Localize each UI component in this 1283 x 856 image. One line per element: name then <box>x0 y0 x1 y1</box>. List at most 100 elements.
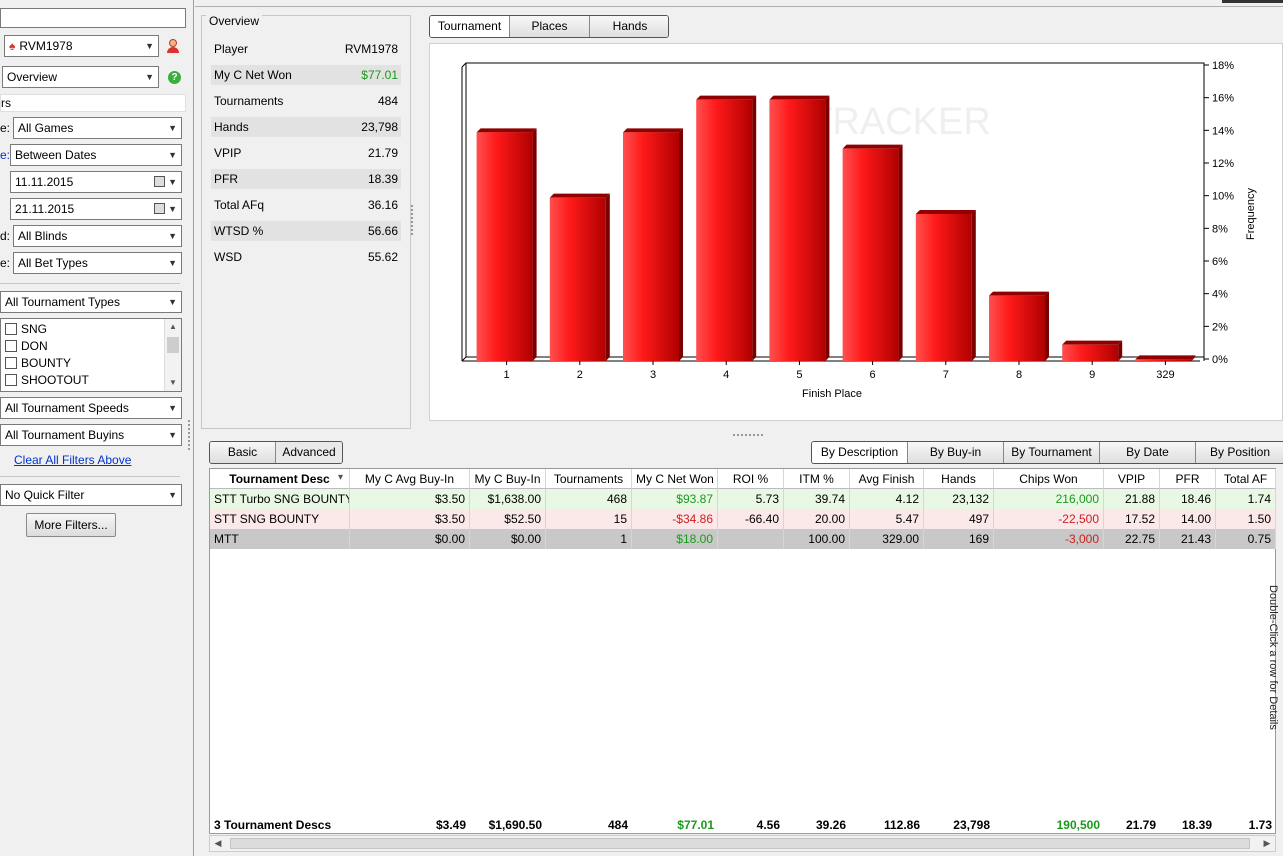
tab-by-buyin[interactable]: By Buy-in <box>908 442 1004 463</box>
column-header[interactable]: ITM % <box>784 469 850 489</box>
date-filter-select[interactable]: Between Dates ▼ <box>10 144 182 166</box>
date-to-field[interactable]: 21.11.2015 ▼ <box>10 198 182 220</box>
filter-label: e: <box>0 256 10 270</box>
game-filter-select[interactable]: All Games ▼ <box>13 117 182 139</box>
total-cell: 4.56 <box>756 818 780 832</box>
tab-by-position[interactable]: By Position <box>1196 442 1283 463</box>
x-tick-label: 5 <box>796 369 802 381</box>
y-tick-label: 8% <box>1212 223 1228 235</box>
x-tick-label: 6 <box>870 369 876 381</box>
table-cell: MTT <box>210 529 350 549</box>
more-filters-button[interactable]: More Filters... <box>26 513 116 537</box>
chevron-down-icon: ▼ <box>168 430 177 440</box>
list-item-label: DON <box>21 339 48 353</box>
checkbox[interactable] <box>5 340 17 352</box>
overview-splitter[interactable] <box>411 205 415 235</box>
column-header[interactable]: My C Buy-In <box>470 469 546 489</box>
checkbox[interactable] <box>5 323 17 335</box>
scroll-right-icon[interactable]: ▶ <box>1263 838 1271 848</box>
x-tick-label: 9 <box>1089 369 1095 381</box>
bet-type-filter-value: All Bet Types <box>18 256 88 270</box>
bar-side <box>971 210 976 361</box>
table-cell: 497 <box>924 509 994 529</box>
list-item[interactable]: SNG <box>5 321 47 337</box>
column-header[interactable]: Total AF <box>1216 469 1276 489</box>
column-header[interactable]: VPIP <box>1104 469 1160 489</box>
list-scrollbar[interactable]: ▲ ▼ <box>164 319 181 391</box>
scroll-up-icon[interactable]: ▲ <box>169 322 177 331</box>
tab-by-tournament[interactable]: By Tournament <box>1004 442 1100 463</box>
list-item[interactable]: DON <box>5 338 48 354</box>
date-from-field[interactable]: 11.11.2015 ▼ <box>10 171 182 193</box>
y-axis-title: Frequency <box>1245 188 1257 240</box>
tab-by-date[interactable]: By Date <box>1100 442 1196 463</box>
tab-by-description[interactable]: By Description <box>812 442 908 463</box>
chevron-down-icon: ▼ <box>168 123 177 133</box>
tournament-types-select[interactable]: All Tournament Types ▼ <box>0 291 182 313</box>
checkbox[interactable] <box>5 357 17 369</box>
table-cell: 1.74 <box>1216 489 1276 509</box>
bet-type-filter-select[interactable]: All Bet Types ▼ <box>13 252 182 274</box>
quick-filter-select[interactable]: No Quick Filter ▼ <box>0 484 182 506</box>
grid-hscrollbar[interactable]: ◀ ▶ <box>209 835 1276 852</box>
help-icon[interactable]: ? <box>168 71 181 84</box>
overview-value: 56.66 <box>367 224 398 238</box>
blinds-filter-select[interactable]: All Blinds ▼ <box>13 225 182 247</box>
calendar-icon[interactable] <box>154 203 165 214</box>
scroll-down-icon[interactable]: ▼ <box>169 378 177 387</box>
tab-advanced[interactable]: Advanced <box>276 442 342 463</box>
x-tick-label: 8 <box>1016 369 1022 381</box>
tab-tournament[interactable]: Tournament <box>430 16 510 37</box>
list-item-label: SNG <box>21 322 48 336</box>
table-cell: 216,000 <box>994 489 1104 509</box>
chevron-down-icon: ▼ <box>168 258 177 268</box>
double-click-hint: Double-Click a row for Details <box>1267 585 1279 730</box>
table-cell: -3,000 <box>994 529 1104 549</box>
table-cell: STT Turbo SNG BOUNTY <box>210 489 350 509</box>
tab-basic[interactable]: Basic <box>210 442 276 463</box>
scroll-thumb[interactable] <box>230 838 1250 849</box>
user-icon[interactable] <box>166 39 180 53</box>
checkbox[interactable] <box>5 374 17 386</box>
list-item-label: BOUNTY <box>21 356 72 370</box>
tournament-speeds-select[interactable]: All Tournament Speeds ▼ <box>0 397 182 419</box>
watermark-text: TRACKER <box>809 101 991 143</box>
report-select[interactable]: Overview ▼ <box>2 66 159 88</box>
bar-top <box>476 128 537 133</box>
tab-places[interactable]: Places <box>510 16 590 37</box>
top-field[interactable] <box>0 8 186 28</box>
bar-top <box>769 95 830 100</box>
column-header[interactable]: My C Net Won <box>632 469 718 489</box>
overview-value: 36.16 <box>367 198 398 212</box>
player-select[interactable]: ♠ RVM1978 ▼ <box>4 35 159 57</box>
panel-splitter[interactable] <box>188 420 192 450</box>
list-item[interactable]: BOUNTY <box>5 355 71 371</box>
column-header[interactable]: Chips Won <box>994 469 1104 489</box>
chevron-down-icon: ▼ <box>168 403 177 413</box>
tournament-type-list[interactable]: SNG DON BOUNTY SHOOTOUT ▲ ▼ <box>0 318 182 392</box>
column-header[interactable]: Tournaments <box>546 469 632 489</box>
overview-value: RVM1978 <box>344 42 398 56</box>
bar-side <box>898 144 903 361</box>
table-cell: 5.73 <box>718 489 784 509</box>
scroll-left-icon[interactable]: ◀ <box>214 838 222 848</box>
total-cell: $1,690.50 <box>488 818 542 832</box>
clear-filters-link[interactable]: Clear All Filters Above <box>14 453 132 467</box>
tournament-buyins-select[interactable]: All Tournament Buyins ▼ <box>0 424 182 446</box>
column-header[interactable]: My C Avg Buy-In <box>350 469 470 489</box>
chevron-down-icon: ▼ <box>168 204 177 214</box>
overview-row: WSD 55.62 <box>211 247 401 267</box>
calendar-icon[interactable] <box>154 176 165 187</box>
column-header[interactable]: Avg Finish <box>850 469 924 489</box>
table-cell: STT SNG BOUNTY <box>210 509 350 529</box>
overview-row: Total AFq 36.16 <box>211 195 401 215</box>
grid-splitter[interactable] <box>733 434 763 437</box>
bar-side <box>1045 291 1049 361</box>
column-header[interactable]: ROI % <box>718 469 784 489</box>
list-item[interactable]: SHOOTOUT <box>5 372 89 388</box>
scroll-thumb[interactable] <box>167 337 179 353</box>
tab-hands[interactable]: Hands <box>590 16 668 37</box>
column-header[interactable]: PFR <box>1160 469 1216 489</box>
column-header[interactable]: Hands <box>924 469 994 489</box>
column-header[interactable]: Tournament Desc <box>210 469 350 489</box>
